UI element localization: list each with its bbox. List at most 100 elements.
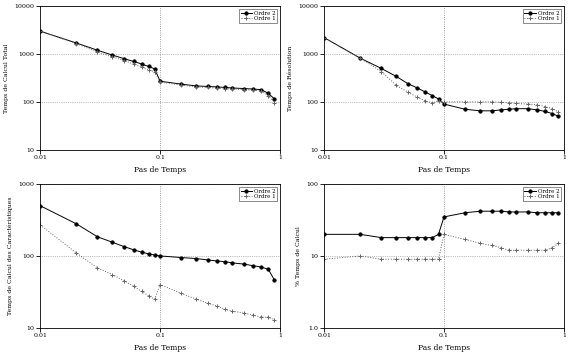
- Ordre 2: [151, 67, 158, 71]
- Ordre 1: [357, 56, 364, 60]
- Ordre 1: [435, 99, 442, 103]
- Ordre 1: [488, 100, 495, 104]
- Ordre 2: [488, 109, 495, 113]
- Ordre 1: [542, 104, 549, 109]
- Ordre 2: [94, 235, 101, 239]
- Ordre 2: [157, 254, 164, 258]
- Ordre 2: [193, 256, 200, 261]
- Ordre 2: [422, 235, 429, 240]
- Ordre 1: [37, 223, 44, 227]
- Ordre 1: [429, 101, 436, 105]
- Ordre 1: [178, 291, 185, 295]
- Ordre 2: [378, 66, 385, 70]
- Ordre 2: [151, 253, 158, 257]
- Ordre 1: [435, 257, 442, 261]
- Ordre 1: [441, 232, 447, 236]
- Ordre 1: [378, 69, 385, 74]
- Ordre 1: [498, 246, 504, 250]
- Ordre 2: [214, 85, 221, 89]
- Ordre 1: [321, 257, 328, 261]
- Ordre 2: [138, 250, 145, 254]
- Ordre 2: [73, 41, 80, 45]
- Ordre 1: [488, 243, 495, 247]
- Ordre 1: [429, 257, 436, 261]
- Line: Ordre 1: Ordre 1: [321, 35, 561, 114]
- Ordre 1: [145, 293, 152, 298]
- Ordre 2: [109, 240, 116, 245]
- Y-axis label: Temps de Calcul des Caractéristiques: Temps de Calcul des Caractéristiques: [7, 197, 13, 315]
- Ordre 2: [488, 209, 495, 213]
- X-axis label: Pas de Temps: Pas de Temps: [134, 166, 186, 174]
- Ordre 2: [477, 109, 483, 113]
- Ordre 2: [130, 248, 137, 252]
- Ordre 1: [214, 86, 221, 90]
- Ordre 1: [393, 257, 400, 261]
- Ordre 1: [477, 241, 483, 245]
- Ordre 1: [151, 297, 158, 301]
- Ordre 1: [214, 304, 221, 308]
- Ordre 1: [73, 251, 80, 255]
- Ordre 2: [378, 235, 385, 240]
- Ordre 1: [258, 89, 265, 93]
- Line: Ordre 2: Ordre 2: [39, 204, 276, 282]
- Ordre 1: [193, 85, 200, 89]
- Ordre 1: [241, 311, 247, 315]
- Ordre 2: [178, 82, 185, 86]
- Ordre 2: [422, 90, 429, 94]
- Ordre 2: [241, 262, 247, 266]
- Ordre 1: [229, 87, 236, 91]
- Ordre 2: [214, 259, 221, 263]
- Ordre 2: [145, 252, 152, 256]
- Line: Ordre 2: Ordre 2: [323, 36, 560, 118]
- Ordre 2: [178, 255, 185, 260]
- Ordre 2: [94, 48, 101, 52]
- Ordre 2: [250, 264, 257, 268]
- Ordre 1: [229, 309, 236, 313]
- Ordre 2: [506, 210, 512, 214]
- Ordre 1: [555, 241, 562, 245]
- Ordre 1: [121, 58, 128, 63]
- Ordre 1: [271, 100, 278, 105]
- Ordre 2: [357, 232, 364, 236]
- Ordre 1: [157, 80, 164, 84]
- Ordre 2: [271, 278, 278, 282]
- Ordre 2: [271, 97, 278, 101]
- Ordre 1: [109, 272, 116, 277]
- Ordre 1: [321, 36, 328, 40]
- Ordre 1: [205, 85, 211, 90]
- Legend: Ordre 2, Ordre 1: Ordre 2, Ordre 1: [523, 9, 561, 23]
- Ordre 2: [429, 94, 436, 98]
- Ordre 2: [462, 211, 469, 215]
- Ordre 1: [241, 88, 247, 92]
- Ordre 2: [37, 204, 44, 208]
- Ordre 2: [549, 111, 556, 116]
- Ordre 1: [534, 103, 541, 107]
- Ordre 2: [265, 91, 272, 95]
- Ordre 2: [405, 235, 412, 240]
- Ordre 1: [271, 318, 278, 322]
- Ordre 1: [422, 99, 429, 103]
- X-axis label: Pas de Temps: Pas de Temps: [134, 344, 186, 352]
- Y-axis label: Temps de Résolution: Temps de Résolution: [287, 45, 293, 111]
- Ordre 1: [157, 282, 164, 287]
- Ordre 2: [534, 108, 541, 112]
- Ordre 2: [429, 235, 436, 240]
- Ordre 2: [250, 87, 257, 91]
- Line: Ordre 2: Ordre 2: [323, 209, 560, 239]
- Ordre 2: [477, 209, 483, 213]
- Ordre 2: [222, 85, 229, 90]
- Ordre 1: [513, 101, 520, 105]
- Ordre 1: [534, 248, 541, 252]
- Ordre 1: [555, 110, 562, 114]
- Ordre 2: [138, 62, 145, 66]
- Ordre 1: [462, 100, 469, 104]
- Ordre 1: [94, 50, 101, 54]
- Ordre 2: [73, 222, 80, 226]
- Ordre 2: [513, 210, 520, 214]
- Ordre 1: [250, 313, 257, 317]
- Ordre 1: [265, 94, 272, 98]
- Ordre 2: [498, 209, 504, 213]
- Ordre 2: [193, 84, 200, 88]
- Ordre 2: [542, 211, 549, 215]
- Legend: Ordre 2, Ordre 1: Ordre 2, Ordre 1: [239, 9, 277, 23]
